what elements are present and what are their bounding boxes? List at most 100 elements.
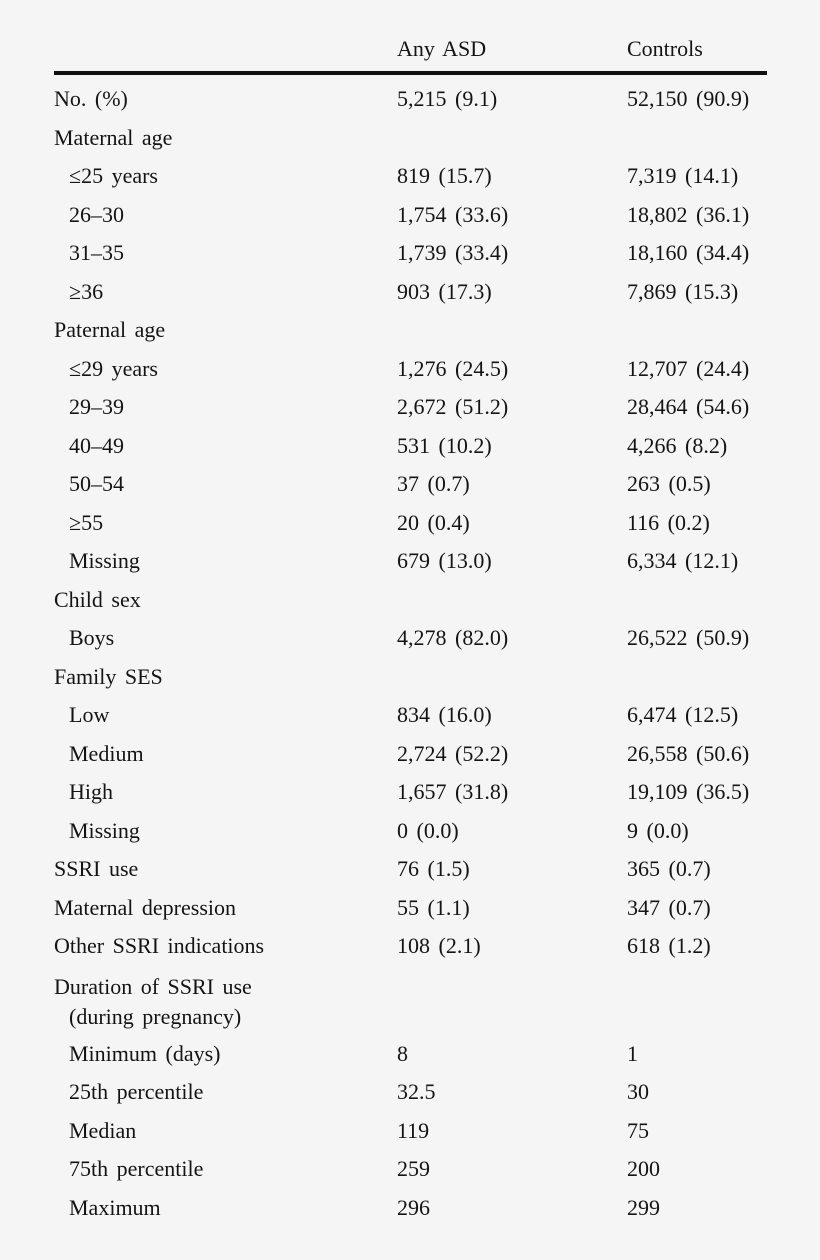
cell-any-asd: 32.5: [397, 1079, 436, 1104]
row-label: ≤29 years: [69, 355, 158, 381]
cell-any-asd: 531 (10.2): [397, 432, 492, 458]
cell-controls: 26,558 (50.6): [627, 740, 750, 766]
row-label: Missing: [69, 817, 140, 843]
row-label: No. (%): [54, 86, 128, 111]
cell-any-asd: 0 (0.0): [397, 817, 459, 843]
table-row: ≥36 903 (17.3) 7,869 (15.3): [54, 273, 767, 312]
table-row: Duration of SSRI use (during pregnancy): [54, 966, 767, 1035]
cell-any-asd: 903 (17.3): [397, 278, 492, 304]
table-row: ≥55 20 (0.4) 116 (0.2): [54, 504, 767, 543]
cell-any-asd: 119: [397, 1117, 430, 1143]
cell-any-asd: 2,672 (51.2): [397, 394, 509, 419]
cell-controls: 6,334 (12.1): [627, 548, 739, 573]
column-header-controls: Controls: [627, 36, 703, 61]
cell-controls: 30: [627, 1079, 649, 1104]
row-label: Duration of SSRI use (during pregnancy): [54, 972, 397, 1035]
table-row: 40–49 531 (10.2) 4,266 (8.2): [54, 427, 767, 466]
cell-controls: 347 (0.7): [627, 894, 711, 920]
cell-controls: 618 (1.2): [627, 933, 711, 958]
cell-any-asd: 679 (13.0): [397, 548, 492, 573]
cell-any-asd: 834 (16.0): [397, 702, 492, 727]
table-row: Maternal depression 55 (1.1) 347 (0.7): [54, 889, 767, 928]
cell-controls: 365 (0.7): [627, 856, 711, 881]
cell-any-asd: 20 (0.4): [397, 509, 470, 535]
cell-any-asd: 1,657 (31.8): [397, 779, 509, 804]
cell-any-asd: 259: [397, 1156, 430, 1181]
cell-controls: [627, 119, 767, 158]
row-label: Medium: [69, 740, 144, 766]
table-row: Maternal age: [54, 119, 767, 158]
table-row: Child sex: [54, 581, 767, 620]
table-header-row: Any ASD Controls: [54, 36, 767, 75]
cell-controls: 116 (0.2): [627, 509, 710, 535]
row-label: Boys: [69, 625, 115, 650]
table-row: Maximum 296 299: [54, 1189, 767, 1228]
row-label: 31–35: [69, 240, 124, 265]
table-row: Minimum (days) 8 1: [54, 1035, 767, 1074]
cell-any-asd: 819 (15.7): [397, 163, 492, 188]
row-label: Minimum (days): [69, 1040, 221, 1066]
cell-any-asd: 1,276 (24.5): [397, 355, 509, 381]
row-label: 26–30: [69, 201, 124, 227]
row-label: Median: [69, 1117, 137, 1143]
row-label: 40–49: [69, 432, 124, 458]
row-label: SSRI use: [54, 856, 139, 881]
cell-any-asd: [397, 119, 627, 158]
cell-any-asd: 5,215 (9.1): [397, 86, 498, 111]
cell-controls: 9 (0.0): [627, 817, 689, 843]
cell-controls: 299: [627, 1194, 660, 1220]
table-body: No. (%) 5,215 (9.1) 52,150 (90.9) Maternal …: [54, 75, 767, 1227]
table-row: Median 119 75: [54, 1112, 767, 1151]
table-row: Low 834 (16.0) 6,474 (12.5): [54, 696, 767, 735]
cell-any-asd: [397, 311, 627, 350]
cell-controls: 19,109 (36.5): [627, 779, 750, 804]
table-row: 50–54 37 (0.7) 263 (0.5): [54, 465, 767, 504]
table-row: SSRI use 76 (1.5) 365 (0.7): [54, 850, 767, 889]
table-row: Paternal age: [54, 311, 767, 350]
table-row: ≤25 years 819 (15.7) 7,319 (14.1): [54, 157, 767, 196]
baseline-characteristics-table: Any ASD Controls No. (%) 5,215 (9.1) 52,15…: [54, 36, 767, 1227]
table-row: Family SES: [54, 658, 767, 697]
table-row: 29–39 2,672 (51.2) 28,464 (54.6): [54, 388, 767, 427]
row-label: ≥55: [69, 509, 104, 535]
row-label: 25th percentile: [69, 1079, 204, 1104]
cell-controls: 1: [627, 1040, 638, 1066]
row-label: Paternal age: [54, 317, 166, 342]
table-row: Medium 2,724 (52.2) 26,558 (50.6): [54, 735, 767, 774]
header-spacer: [54, 36, 397, 71]
cell-any-asd: 76 (1.5): [397, 856, 470, 881]
row-label: 29–39: [69, 394, 124, 419]
cell-controls: [627, 311, 767, 350]
table-row: Missing 0 (0.0) 9 (0.0): [54, 812, 767, 851]
table-row: 31–35 1,739 (33.4) 18,160 (34.4): [54, 234, 767, 273]
cell-any-asd: 4,278 (82.0): [397, 625, 509, 650]
table-row: Other SSRI indications 108 (2.1) 618 (1.2): [54, 927, 767, 966]
cell-any-asd: [397, 972, 627, 1035]
row-label-line: Duration of SSRI use: [54, 973, 252, 999]
table-row: Missing 679 (13.0) 6,334 (12.1): [54, 542, 767, 581]
table-row: Boys 4,278 (82.0) 26,522 (50.9): [54, 619, 767, 658]
cell-any-asd: 1,754 (33.6): [397, 201, 509, 227]
cell-controls: [627, 581, 767, 620]
row-label-line: (during pregnancy): [69, 1003, 242, 1029]
table-row: 25th percentile 32.5 30: [54, 1073, 767, 1112]
cell-controls: 263 (0.5): [627, 471, 711, 496]
cell-controls: [627, 658, 767, 697]
cell-any-asd: 2,724 (52.2): [397, 740, 509, 766]
cell-any-asd: [397, 581, 627, 620]
cell-controls: 18,802 (36.1): [627, 201, 750, 227]
row-label: ≤25 years: [69, 163, 158, 188]
table-row: 75th percentile 259 200: [54, 1150, 767, 1189]
row-label: Maximum: [69, 1194, 161, 1220]
cell-any-asd: 1,739 (33.4): [397, 240, 509, 265]
cell-controls: 6,474 (12.5): [627, 702, 739, 727]
cell-controls: 7,319 (14.1): [627, 163, 739, 188]
cell-any-asd: 108 (2.1): [397, 933, 481, 958]
row-label: 50–54: [69, 471, 124, 496]
cell-controls: 28,464 (54.6): [627, 394, 750, 419]
cell-controls: 26,522 (50.9): [627, 625, 750, 650]
cell-any-asd: 296: [397, 1194, 430, 1220]
row-label: Missing: [69, 548, 140, 573]
row-label: Child sex: [54, 586, 141, 612]
row-label: Family SES: [54, 663, 163, 689]
